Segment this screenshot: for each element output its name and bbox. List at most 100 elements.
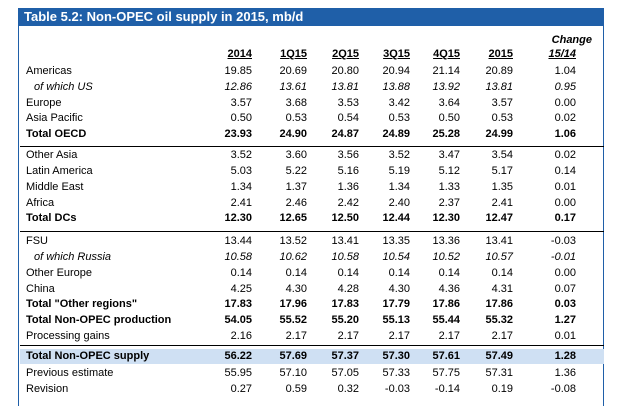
table-cell: 57.33 [382, 367, 410, 379]
table-cell: 2.41 [230, 197, 252, 209]
table-title: Table 5.2: Non-OPEC oil supply in 2015, … [18, 8, 604, 26]
table-cell: 2.37 [438, 197, 460, 209]
table-cell: 10.62 [279, 251, 307, 263]
table-cell: 3.57 [491, 97, 513, 109]
row-label: Total DCs [26, 212, 77, 224]
table-cell: 1.37 [285, 181, 307, 193]
table-cell: 3.42 [388, 97, 410, 109]
table-cell: 10.52 [432, 251, 460, 263]
table-cell: 12.65 [279, 212, 307, 224]
row-label: Americas [26, 65, 72, 77]
table-row: Asia Pacific 0.50 0.53 0.54 0.53 0.50 0.53 0.02 [20, 111, 604, 126]
table-cell: 4.30 [285, 283, 307, 295]
table-cell: 1.27 [554, 314, 576, 326]
table-cell: 10.54 [382, 251, 410, 263]
table-cell: 3.57 [230, 97, 252, 109]
table-row: Revision 0.27 0.59 0.32 -0.03 -0.14 0.19 -0.08 [20, 382, 604, 397]
table-cell: 5.19 [388, 165, 410, 177]
table-row: of which US 12.86 13.61 13.81 13.88 13.92 13.8… [20, 80, 604, 95]
table-cell: -0.03 [550, 235, 576, 247]
table-cell: 0.14 [388, 267, 410, 279]
table-cell: 0.50 [230, 112, 252, 124]
table-cell: 5.03 [230, 165, 252, 177]
table-cell: 2.17 [337, 330, 359, 342]
row-label: Processing gains [26, 330, 110, 342]
table-cell: 20.69 [279, 65, 307, 77]
table-cell: 0.14 [438, 267, 460, 279]
table-cell: -0.01 [550, 251, 576, 263]
table-cell: 24.89 [382, 128, 410, 140]
section-divider [20, 345, 604, 346]
table-cell: 1.34 [230, 181, 252, 193]
table-cell: 17.83 [331, 298, 359, 310]
table-row: Americas 19.85 20.69 20.80 20.94 21.14 20.89 1.… [20, 64, 604, 79]
table-cell: 55.20 [331, 314, 359, 326]
table-cell: -0.14 [434, 383, 460, 395]
table-cell: -0.03 [384, 383, 410, 395]
column-header: 2015 [488, 48, 513, 60]
table-cell: 57.31 [485, 367, 513, 379]
table-cell: 55.13 [382, 314, 410, 326]
table-cell: 13.41 [331, 235, 359, 247]
table-row: Total OECD 23.93 24.90 24.87 24.89 25.28 24.99… [20, 127, 604, 142]
table-cell: 0.14 [554, 165, 576, 177]
table-cell: 2.17 [285, 330, 307, 342]
row-label: Total "Other regions" [26, 298, 138, 310]
table-row: Latin America 5.03 5.22 5.16 5.19 5.12 5.17 0.1… [20, 164, 604, 179]
table-cell: 10.57 [485, 251, 513, 263]
table-cell: 3.52 [388, 149, 410, 161]
table-cell: 13.81 [331, 81, 359, 93]
table-cell: 13.41 [485, 235, 513, 247]
table-frame [18, 26, 604, 406]
table-cell: 0.59 [285, 383, 307, 395]
table-cell: 25.28 [432, 128, 460, 140]
table-cell: 24.99 [485, 128, 513, 140]
table-row: Other Asia 3.52 3.60 3.56 3.52 3.47 3.54 0.02 [20, 148, 604, 163]
table-row: Total Non-OPEC production 54.05 55.52 55.20… [20, 313, 604, 328]
table-cell: 5.16 [337, 165, 359, 177]
table-cell: 13.35 [382, 235, 410, 247]
table-cell: 0.19 [491, 383, 513, 395]
row-label: FSU [26, 235, 48, 247]
table-cell: 24.87 [331, 128, 359, 140]
table-cell: 4.31 [491, 283, 513, 295]
table-cell: 57.37 [331, 350, 359, 362]
table-cell: 57.61 [432, 350, 460, 362]
table-cell: 12.50 [331, 212, 359, 224]
table-cell: 57.05 [331, 367, 359, 379]
table-cell: 0.00 [554, 197, 576, 209]
row-label: Other Europe [26, 267, 93, 279]
table-cell: 2.41 [491, 197, 513, 209]
table-cell: 0.54 [337, 112, 359, 124]
table-cell: 13.52 [279, 235, 307, 247]
table-cell: 0.02 [554, 112, 576, 124]
table-cell: 17.79 [382, 298, 410, 310]
table-cell: 57.75 [432, 367, 460, 379]
column-header: 15/14 [548, 48, 576, 60]
table-cell: 4.36 [438, 283, 460, 295]
row-label: Total Non-OPEC supply [26, 350, 150, 362]
table-cell: 1.33 [438, 181, 460, 193]
row-label: Total OECD [26, 128, 87, 140]
table-cell: 4.28 [337, 283, 359, 295]
table-cell: 12.86 [224, 81, 252, 93]
table-cell: 3.53 [337, 97, 359, 109]
table-cell: 57.10 [279, 367, 307, 379]
table-row: Total Non-OPEC supply 56.22 57.69 57.37 57.3… [20, 349, 604, 364]
table-cell: 0.27 [230, 383, 252, 395]
table-cell: 2.40 [388, 197, 410, 209]
table-cell: 5.22 [285, 165, 307, 177]
table-cell: -0.08 [550, 383, 576, 395]
table-cell: 24.90 [279, 128, 307, 140]
table-cell: 12.47 [485, 212, 513, 224]
table-cell: 0.53 [285, 112, 307, 124]
table-cell: 10.58 [331, 251, 359, 263]
table-cell: 3.52 [230, 149, 252, 161]
row-label: of which Russia [34, 251, 112, 263]
table-cell: 10.58 [224, 251, 252, 263]
table-cell: 13.81 [485, 81, 513, 93]
section-divider [20, 231, 604, 232]
table-cell: 55.52 [279, 314, 307, 326]
table-cell: 1.34 [388, 181, 410, 193]
